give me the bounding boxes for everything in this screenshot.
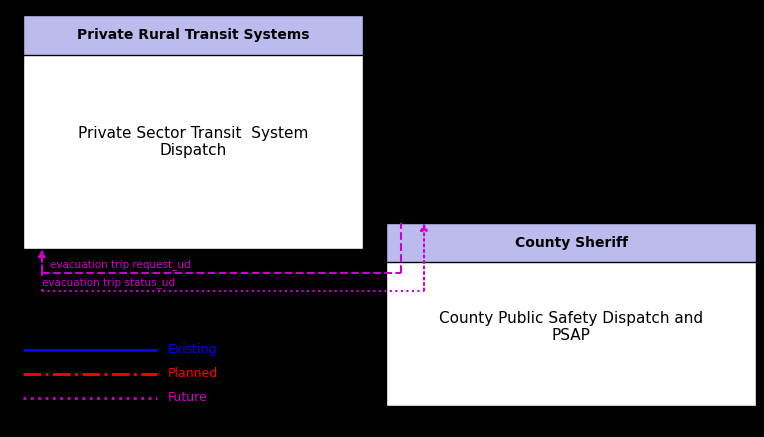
Text: evacuation trip status_ud: evacuation trip status_ud: [42, 277, 175, 288]
Text: Private Sector Transit  System
Dispatch: Private Sector Transit System Dispatch: [78, 126, 308, 158]
Text: evacuation trip request_ud: evacuation trip request_ud: [50, 259, 190, 270]
Text: Existing: Existing: [168, 343, 218, 356]
Text: Private Rural Transit Systems: Private Rural Transit Systems: [76, 28, 309, 42]
Text: County Sheriff: County Sheriff: [515, 236, 627, 250]
Text: Future: Future: [168, 391, 208, 404]
Bar: [386, 223, 756, 262]
Bar: [23, 15, 363, 249]
Bar: [386, 223, 756, 406]
Text: County Public Safety Dispatch and
PSAP: County Public Safety Dispatch and PSAP: [439, 311, 703, 343]
Text: Planned: Planned: [168, 367, 219, 380]
Bar: [23, 15, 363, 55]
